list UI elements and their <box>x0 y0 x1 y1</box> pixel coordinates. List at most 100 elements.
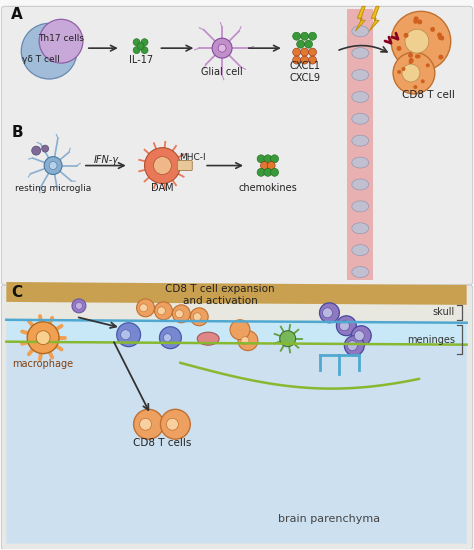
Circle shape <box>309 32 317 40</box>
Circle shape <box>402 64 420 82</box>
Circle shape <box>337 316 356 336</box>
Ellipse shape <box>197 332 219 345</box>
Circle shape <box>137 299 155 317</box>
Ellipse shape <box>352 223 369 234</box>
Circle shape <box>230 320 250 340</box>
FancyBboxPatch shape <box>347 9 373 280</box>
Circle shape <box>280 331 296 346</box>
Circle shape <box>257 168 265 177</box>
Circle shape <box>190 308 208 326</box>
Circle shape <box>415 54 419 58</box>
Circle shape <box>430 27 435 32</box>
Text: γδ T cell: γδ T cell <box>22 54 60 64</box>
Circle shape <box>193 313 201 321</box>
Circle shape <box>297 40 305 48</box>
Circle shape <box>139 418 152 430</box>
Circle shape <box>413 19 418 24</box>
Circle shape <box>439 36 444 41</box>
Text: CXCL1
CXCL9: CXCL1 CXCL9 <box>289 61 320 83</box>
Circle shape <box>305 40 312 48</box>
Circle shape <box>345 336 364 356</box>
Circle shape <box>257 155 265 163</box>
Circle shape <box>292 32 301 40</box>
Circle shape <box>145 147 180 184</box>
Text: macrophage: macrophage <box>13 359 73 369</box>
Circle shape <box>408 53 413 58</box>
Ellipse shape <box>352 201 369 212</box>
Text: CD8 T cell: CD8 T cell <box>402 90 456 100</box>
Text: A: A <box>11 7 23 22</box>
Circle shape <box>409 58 414 63</box>
Circle shape <box>173 305 190 323</box>
Circle shape <box>438 54 443 59</box>
Circle shape <box>403 33 409 38</box>
Circle shape <box>218 44 226 52</box>
Polygon shape <box>356 7 365 31</box>
Circle shape <box>134 409 164 439</box>
Text: B: B <box>11 125 23 140</box>
Circle shape <box>421 79 425 83</box>
Circle shape <box>72 299 86 313</box>
Circle shape <box>301 32 309 40</box>
Circle shape <box>414 16 419 21</box>
Ellipse shape <box>352 179 369 190</box>
Circle shape <box>139 304 147 312</box>
FancyBboxPatch shape <box>1 7 473 285</box>
Circle shape <box>164 334 172 342</box>
Ellipse shape <box>352 157 369 168</box>
Circle shape <box>401 67 405 71</box>
Circle shape <box>21 23 77 79</box>
Circle shape <box>301 48 309 56</box>
Ellipse shape <box>352 48 369 59</box>
Circle shape <box>351 326 371 345</box>
Text: Glial cell: Glial cell <box>201 67 243 77</box>
Circle shape <box>238 331 258 350</box>
Polygon shape <box>6 320 466 345</box>
Circle shape <box>292 48 301 56</box>
Circle shape <box>267 162 275 169</box>
Circle shape <box>271 155 279 163</box>
Circle shape <box>141 47 148 53</box>
Circle shape <box>417 19 422 24</box>
Circle shape <box>212 38 232 58</box>
Circle shape <box>354 331 364 340</box>
Circle shape <box>309 48 317 56</box>
Circle shape <box>121 329 131 340</box>
Circle shape <box>117 323 141 346</box>
Circle shape <box>166 418 178 430</box>
Circle shape <box>309 56 317 64</box>
Text: IL-17: IL-17 <box>128 55 153 65</box>
Circle shape <box>319 303 339 323</box>
Circle shape <box>39 19 83 63</box>
Ellipse shape <box>352 245 369 256</box>
Ellipse shape <box>352 26 369 37</box>
Circle shape <box>397 46 401 51</box>
Ellipse shape <box>352 267 369 278</box>
Text: brain parenchyma: brain parenchyma <box>278 514 381 524</box>
Text: meninges: meninges <box>407 334 455 345</box>
Circle shape <box>405 29 429 53</box>
Circle shape <box>36 331 50 345</box>
Polygon shape <box>369 7 379 31</box>
Circle shape <box>42 145 49 152</box>
Circle shape <box>175 310 183 318</box>
Circle shape <box>264 168 272 177</box>
Circle shape <box>32 146 41 155</box>
FancyBboxPatch shape <box>177 161 192 170</box>
Circle shape <box>409 60 413 64</box>
Polygon shape <box>6 342 466 543</box>
Circle shape <box>393 52 435 94</box>
Text: chemokines: chemokines <box>238 184 297 194</box>
Circle shape <box>413 85 417 89</box>
Text: MHC-I: MHC-I <box>179 153 206 162</box>
Ellipse shape <box>352 91 369 102</box>
Text: CD8 T cells: CD8 T cells <box>133 438 191 448</box>
Circle shape <box>271 168 279 177</box>
Circle shape <box>347 340 357 350</box>
Text: IFN-γ: IFN-γ <box>93 155 118 164</box>
Circle shape <box>438 35 443 40</box>
Circle shape <box>161 409 190 439</box>
Circle shape <box>133 39 140 46</box>
Text: Th17 cells: Th17 cells <box>38 34 84 43</box>
Circle shape <box>141 39 148 46</box>
